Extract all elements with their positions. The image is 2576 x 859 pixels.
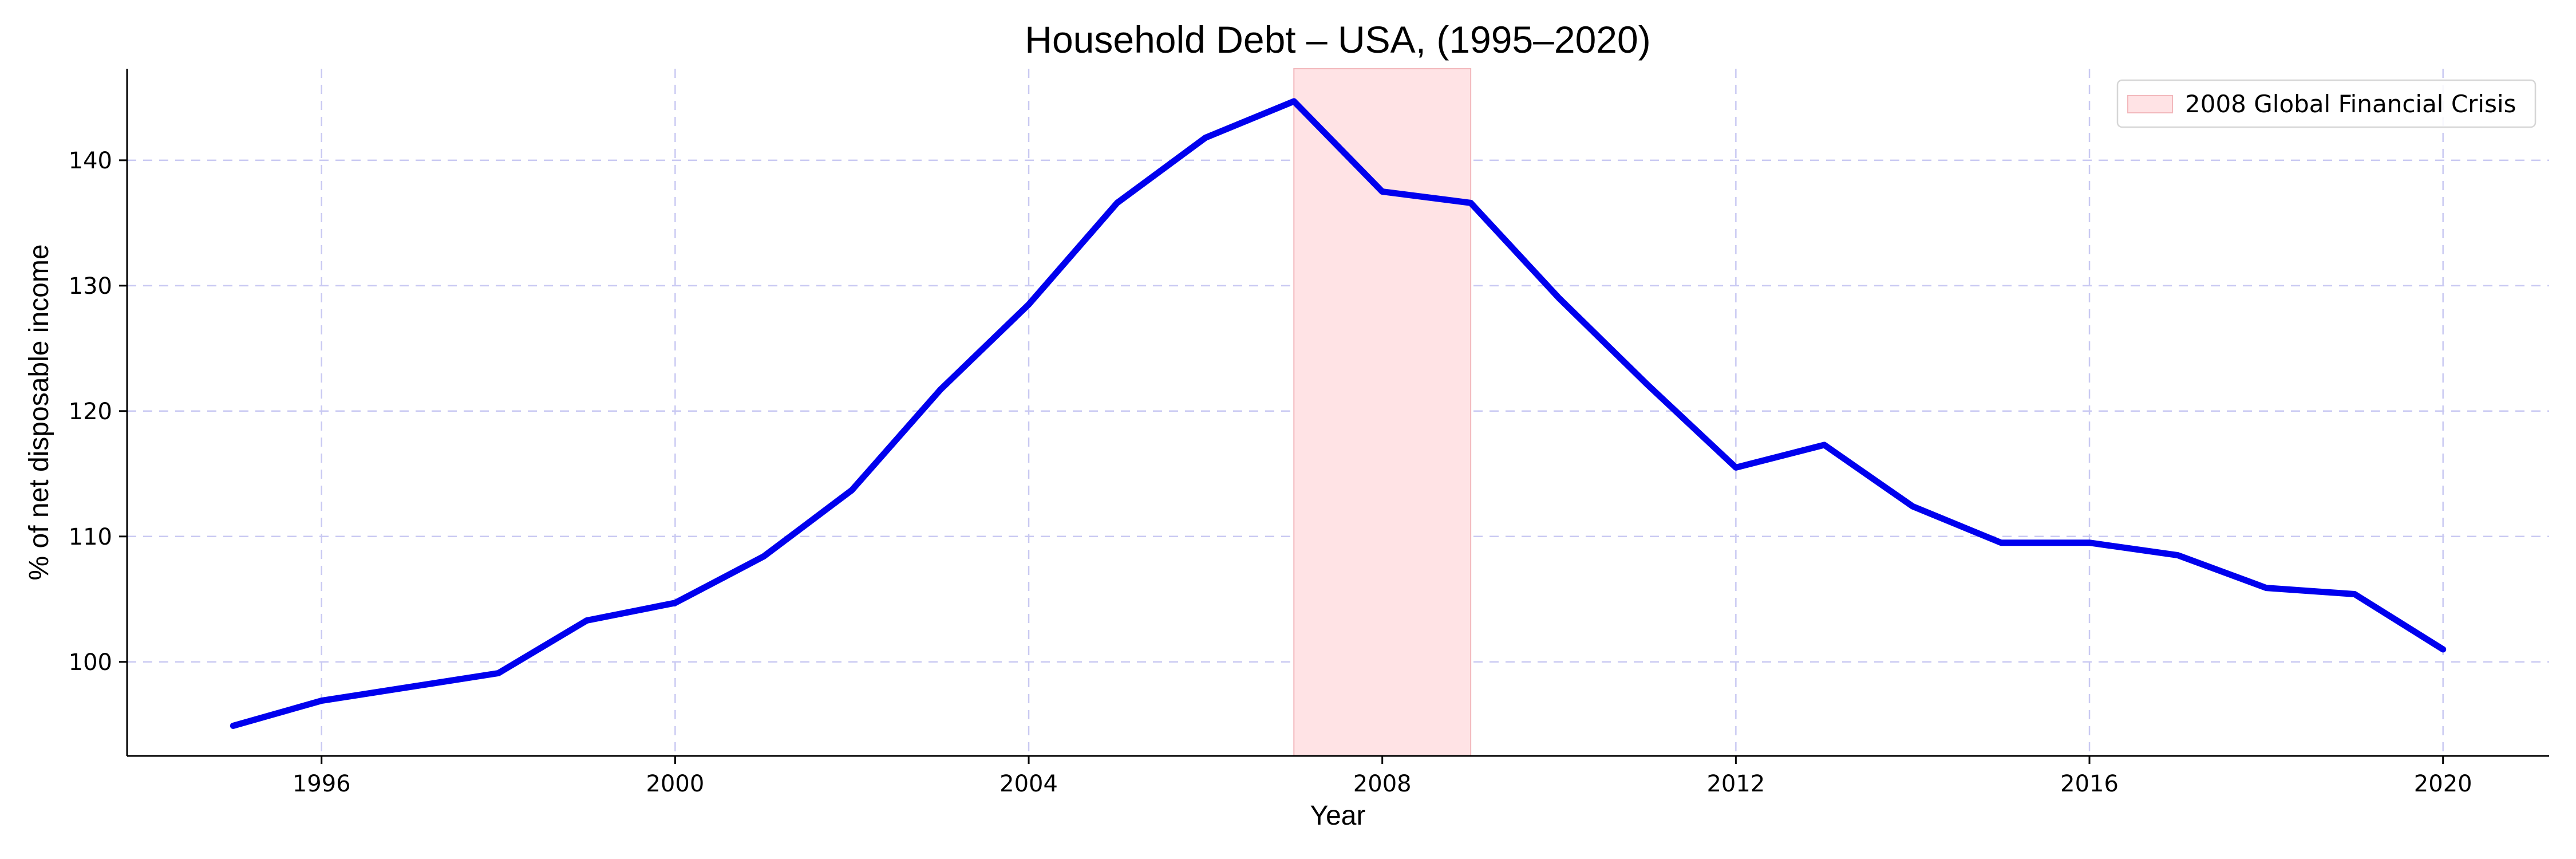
legend-label: 2008 Global Financial Crisis	[2185, 90, 2516, 118]
y-tick-label: 130	[69, 273, 112, 300]
legend-swatch	[2127, 95, 2173, 113]
y-tick-label: 110	[69, 524, 112, 550]
y-tick-label: 140	[69, 148, 112, 174]
chart-title: Household Debt – USA, (1995–2020)	[1025, 18, 1650, 61]
x-tick-label: 2016	[2060, 771, 2119, 797]
x-tick-label: 2012	[1706, 771, 1765, 797]
legend-frame	[2116, 79, 2537, 128]
y-tick-label: 100	[69, 649, 112, 676]
legend: 2008 Global Financial Crisis	[2116, 79, 2537, 128]
x-tick-label: 2008	[1353, 771, 1412, 797]
shaded-regions	[1293, 68, 1472, 756]
x-axis-label: Year	[1310, 801, 1366, 831]
y-tick-label: 120	[69, 399, 112, 425]
y-axis-label: % of net disposable income	[24, 244, 54, 580]
x-tick-label: 2004	[999, 771, 1058, 797]
series-lines	[230, 98, 2447, 729]
shaded-region-financial-crisis	[1293, 68, 1472, 756]
x-tick-label: 2000	[646, 771, 704, 797]
x-tick-label: 2020	[2414, 771, 2472, 797]
axes: 1996 2000 2004 2008 2012 2016 2020 100 110 120 130…	[69, 69, 2549, 797]
x-tick-label: 1996	[293, 771, 351, 797]
series-line	[230, 98, 2447, 729]
